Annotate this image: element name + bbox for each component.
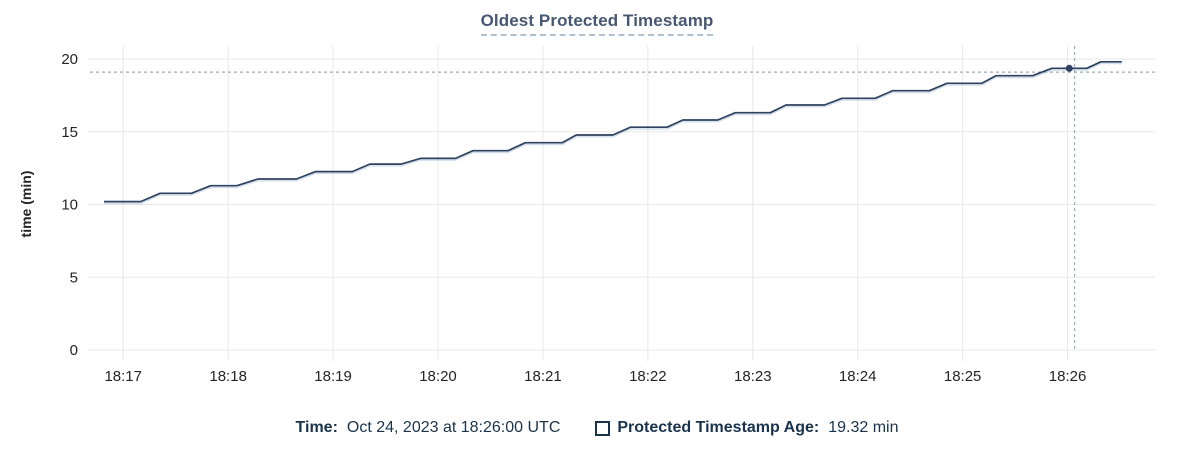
x-tick-label: 18:18 (209, 368, 247, 385)
x-tick-label: 18:26 (1049, 368, 1087, 385)
x-tick-label: 18:25 (944, 368, 982, 385)
line-chart[interactable]: 0 5 10 15 20 18:17 18:18 18:19 18:20 18:21 18:22 18… (0, 0, 1194, 410)
series-swatch-icon[interactable] (595, 420, 611, 436)
y-tick-label: 20 (61, 51, 78, 68)
x-tick-label: 18:20 (419, 368, 457, 385)
series-line (104, 60, 1122, 203)
x-tick-label: 18:22 (629, 368, 667, 385)
legend-time-value: Oct 24, 2023 at 18:26:00 UTC (346, 419, 561, 436)
chart-legend: Time: Oct 24, 2023 at 18:26:00 UTC Prote… (0, 419, 1194, 437)
chart-title[interactable]: Oldest Protected Timestamp (480, 11, 714, 36)
y-tick-label: 5 (70, 269, 78, 286)
x-tick-label: 18:21 (524, 368, 562, 385)
series-line-glow (104, 62, 1122, 205)
legend-series-label: Protected Timestamp Age: (617, 419, 820, 436)
x-tick-label: 18:24 (839, 368, 877, 385)
data-point-dot (1065, 64, 1073, 72)
x-tick-label: 18:19 (314, 368, 352, 385)
y-tick-label: 10 (61, 197, 78, 214)
chart-title-row: Oldest Protected Timestamp (0, 11, 1194, 36)
legend-time-label: Time: (295, 419, 338, 436)
y-axis-title: time (min) (18, 171, 34, 238)
legend-series-value: 19.32 min (828, 419, 899, 436)
y-tick-label: 0 (70, 342, 78, 359)
x-tick-label: 18:23 (734, 368, 772, 385)
x-tick-label: 18:17 (104, 368, 142, 385)
y-tick-label: 15 (61, 124, 78, 141)
